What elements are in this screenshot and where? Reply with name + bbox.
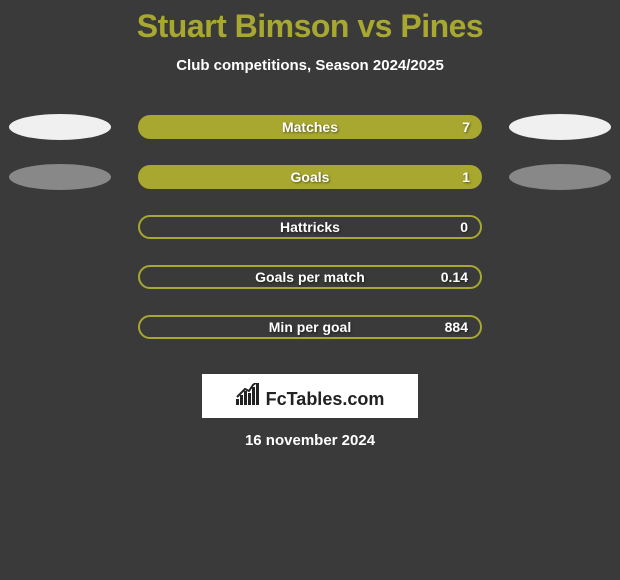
stat-row: Goals per match 0.14	[0, 264, 620, 290]
right-ellipse	[509, 264, 611, 290]
right-ellipse	[509, 314, 611, 340]
stat-label: Hattricks	[280, 219, 340, 235]
infographic-container: Stuart Bimson vs Pines Club competitions…	[0, 0, 620, 449]
right-ellipse	[509, 214, 611, 240]
logo-inner: FcTables.com	[236, 383, 385, 410]
logo-box: FcTables.com	[202, 374, 418, 418]
stat-value: 1	[462, 169, 470, 185]
stat-bar: Hattricks 0	[138, 215, 482, 239]
stat-value: 0	[460, 219, 468, 235]
stat-label: Matches	[282, 119, 338, 135]
stat-bar: Matches 7	[138, 115, 482, 139]
stat-label: Min per goal	[269, 319, 351, 335]
stat-bar: Goals per match 0.14	[138, 265, 482, 289]
date-text: 16 november 2024	[0, 432, 620, 449]
subtitle: Club competitions, Season 2024/2025	[0, 57, 620, 74]
stat-bar: Goals 1	[138, 165, 482, 189]
stat-value: 884	[445, 319, 468, 335]
stat-row: Hattricks 0	[0, 214, 620, 240]
stat-row: Min per goal 884	[0, 314, 620, 340]
left-ellipse	[9, 314, 111, 340]
left-ellipse	[9, 114, 111, 140]
stat-bar: Min per goal 884	[138, 315, 482, 339]
stat-label: Goals	[291, 169, 330, 185]
right-ellipse	[509, 114, 611, 140]
left-ellipse	[9, 164, 111, 190]
right-ellipse	[509, 164, 611, 190]
bar-chart-icon	[236, 383, 262, 405]
left-ellipse	[9, 264, 111, 290]
left-ellipse	[9, 214, 111, 240]
logo-text: FcTables.com	[266, 389, 385, 410]
stat-label: Goals per match	[255, 269, 365, 285]
page-title: Stuart Bimson vs Pines	[0, 8, 620, 45]
stat-row: Matches 7	[0, 114, 620, 140]
stat-value: 7	[462, 119, 470, 135]
stat-value: 0.14	[441, 269, 468, 285]
stat-rows: Matches 7 Goals 1 Hattricks 0 Goals per match 0…	[0, 114, 620, 340]
stat-row: Goals 1	[0, 164, 620, 190]
